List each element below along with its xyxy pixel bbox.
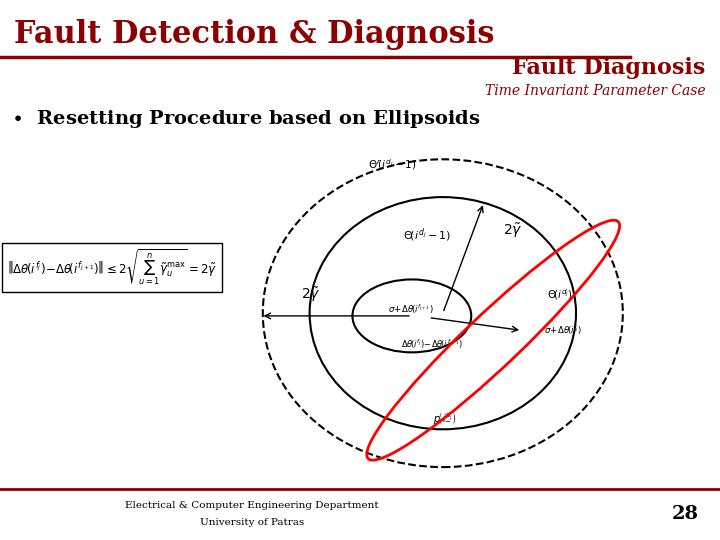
- Text: $\Delta\theta\!\left(i^{f_j}\right)\!-\!\Delta\theta\!\left(i^{f_{j+1}}\right)$: $\Delta\theta\!\left(i^{f_j}\right)\!-\!…: [401, 338, 463, 350]
- Text: $p\!\left(i^{d_j}_{-}\right)$: $p\!\left(i^{d_j}_{-}\right)$: [433, 410, 457, 427]
- Text: 28: 28: [671, 505, 698, 523]
- Text: $\sigma\!+\!\Delta\theta\!\left(i^{f_{j+1}}\right)$: $\sigma\!+\!\Delta\theta\!\left(i^{f_{j+…: [387, 302, 433, 315]
- Text: University of Patras: University of Patras: [200, 518, 304, 528]
- Text: Fault Diagnosis: Fault Diagnosis: [513, 57, 706, 79]
- Text: $\bullet$  Resetting Procedure based on Ellipsoids: $\bullet$ Resetting Procedure based on E…: [11, 108, 480, 130]
- Text: $\left\|\Delta\theta\!\left(i^{f_j}\right)\!-\!\Delta\theta\!\left(i^{f_{j+1}}\r: $\left\|\Delta\theta\!\left(i^{f_j}\righ…: [7, 248, 217, 287]
- Text: $2\tilde{\gamma}$: $2\tilde{\gamma}$: [301, 285, 321, 303]
- Text: $\Theta\!\left(i^{d_j}\right)$: $\Theta\!\left(i^{d_j}\right)$: [547, 287, 573, 302]
- Text: $\sigma\!+\!\Delta\theta\!\left(i^{f_j}\right)$: $\sigma\!+\!\Delta\theta\!\left(i^{f_j}\…: [544, 324, 582, 337]
- Text: Fault Detection & Diagnosis: Fault Detection & Diagnosis: [14, 19, 495, 50]
- Text: $\Theta^r\!\left(i^{d_j}-1\right)$: $\Theta^r\!\left(i^{d_j}-1\right)$: [368, 157, 417, 172]
- Text: $\Theta\!\left(i^{d_j}-1\right)$: $\Theta\!\left(i^{d_j}-1\right)$: [402, 226, 451, 244]
- Text: Electrical & Computer Engineering Department: Electrical & Computer Engineering Depart…: [125, 501, 379, 510]
- Text: Time Invariant Parameter Case: Time Invariant Parameter Case: [485, 84, 706, 98]
- Text: $2\tilde{\gamma}$: $2\tilde{\gamma}$: [503, 222, 523, 240]
